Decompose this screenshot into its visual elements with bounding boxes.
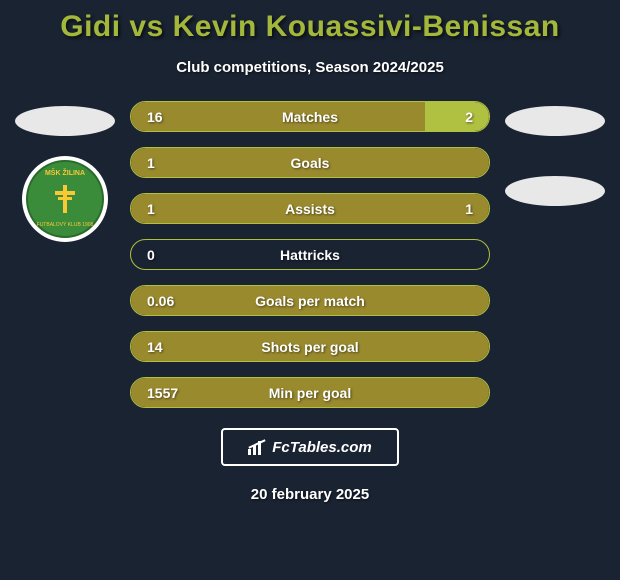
stat-label: Matches	[282, 109, 338, 125]
player-avatar-right	[505, 106, 605, 136]
stat-bar: 1 Goals	[130, 147, 490, 178]
player-avatar-left	[15, 106, 115, 136]
stat-value-left: 1	[147, 155, 155, 171]
stat-value-left: 1557	[147, 385, 178, 401]
club-name-bottom: FUTBALOVÝ KLUB 1908	[37, 222, 94, 228]
stat-value-right: 1	[465, 201, 473, 217]
main-row: MŠK ŽILINA FUTBALOVÝ KLUB 1908 16 2 Matche…	[0, 101, 620, 408]
comparison-card: Gidi vs Kevin Kouassivi-Benissan Club co…	[0, 0, 620, 580]
left-player-col: MŠK ŽILINA FUTBALOVÝ KLUB 1908	[10, 101, 120, 242]
stat-bar: 16 2 Matches	[130, 101, 490, 132]
stat-label: Hattricks	[280, 247, 340, 263]
stat-label: Goals	[291, 155, 330, 171]
stat-label: Min per goal	[269, 385, 351, 401]
brand-text: FcTables.com	[272, 439, 371, 456]
stat-label: Goals per match	[255, 293, 365, 309]
chart-icon	[248, 439, 268, 455]
stat-bar: 1 1 Assists	[130, 193, 490, 224]
club-crest-icon	[53, 183, 77, 215]
stat-value-left: 0	[147, 247, 155, 263]
stat-label: Assists	[285, 201, 335, 217]
subtitle: Club competitions, Season 2024/2025	[176, 59, 444, 76]
stat-value-left: 14	[147, 339, 163, 355]
stat-bar: 1557 Min per goal	[130, 377, 490, 408]
stat-bar: 14 Shots per goal	[130, 331, 490, 362]
stat-fill-right	[425, 102, 489, 131]
stat-value-right: 2	[465, 109, 473, 125]
page-title: Gidi vs Kevin Kouassivi-Benissan	[60, 10, 560, 44]
stat-value-left: 0.06	[147, 293, 174, 309]
club-logo-right-placeholder	[505, 176, 605, 206]
stat-bar: 0.06 Goals per match	[130, 285, 490, 316]
stat-label: Shots per goal	[261, 339, 358, 355]
date-label: 20 february 2025	[251, 486, 369, 503]
club-logo-inner: MŠK ŽILINA FUTBALOVÝ KLUB 1908	[26, 160, 104, 238]
club-logo-left: MŠK ŽILINA FUTBALOVÝ KLUB 1908	[22, 156, 108, 242]
stat-bar: 0 Hattricks	[130, 239, 490, 270]
stat-fill-left	[131, 102, 425, 131]
stats-column: 16 2 Matches 1 Goals 1 1 Assists 0 Hattricks 0.06 G…	[130, 101, 490, 408]
club-name-top: MŠK ŽILINA	[45, 170, 85, 177]
right-player-col	[500, 101, 610, 206]
stat-value-left: 16	[147, 109, 163, 125]
brand-logo[interactable]: FcTables.com	[221, 428, 399, 466]
stat-value-left: 1	[147, 201, 155, 217]
